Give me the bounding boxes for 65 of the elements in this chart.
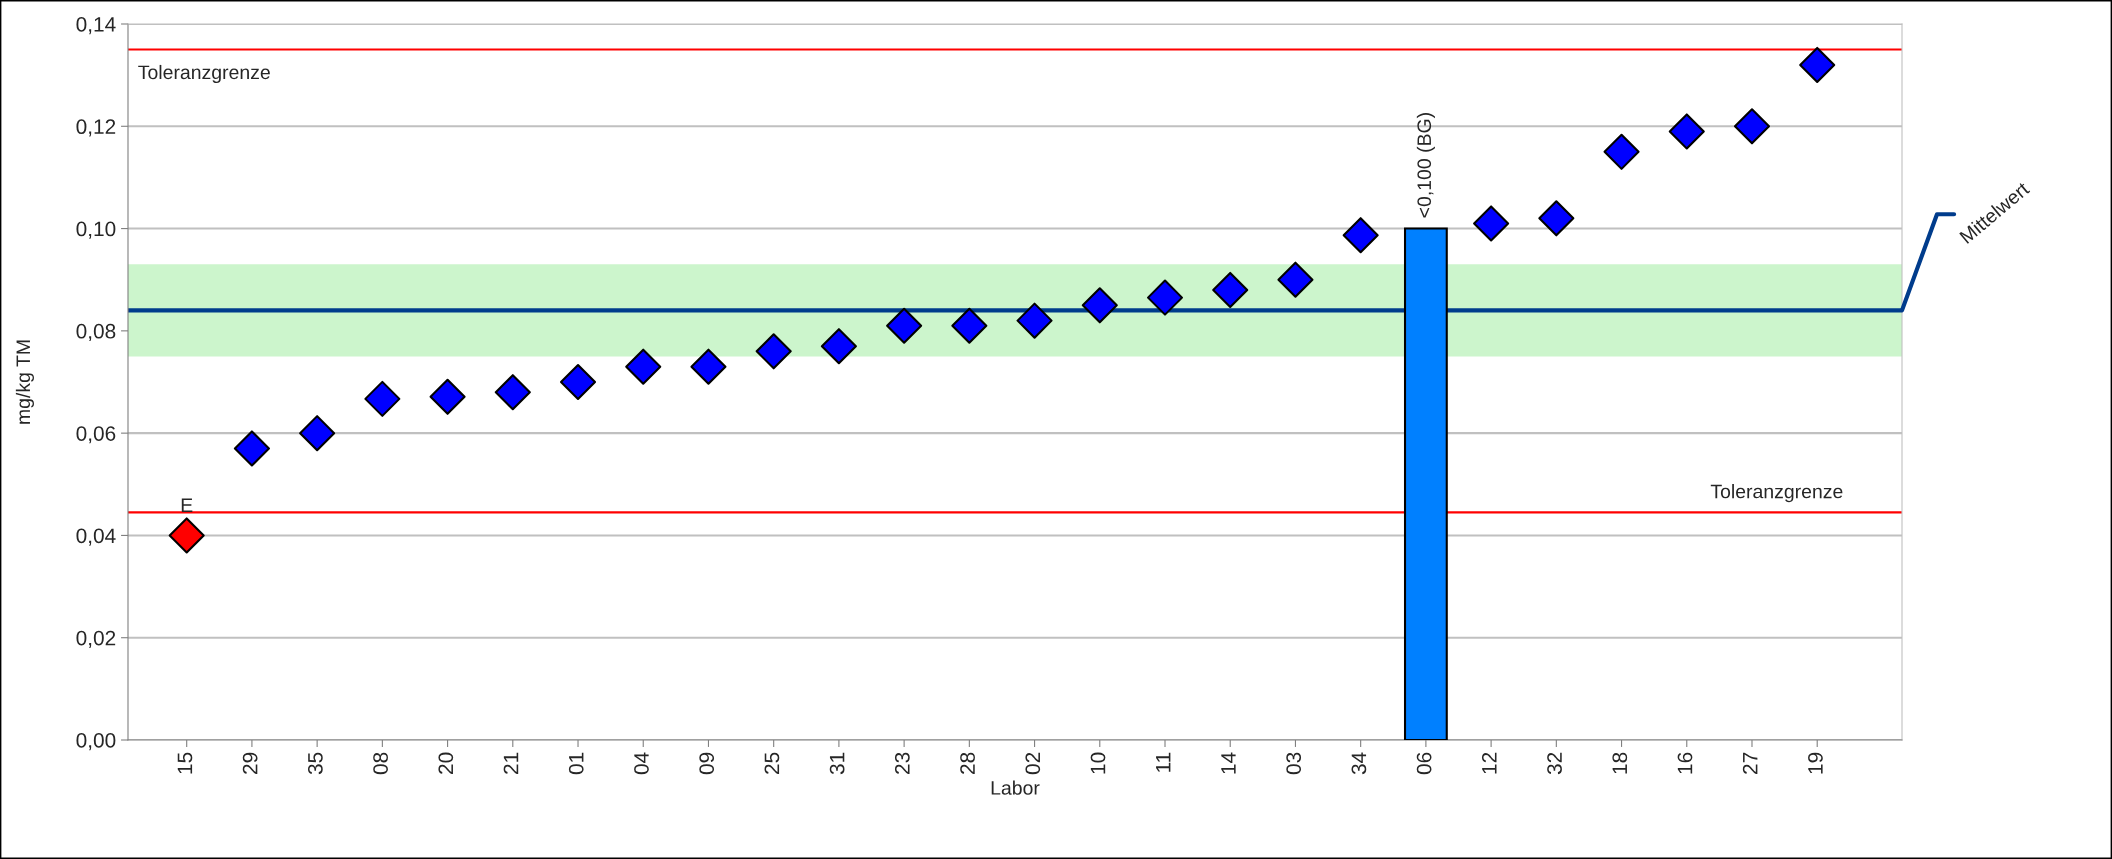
y-tick-label: 0,02 <box>76 630 116 648</box>
x-tick-label: 31 <box>829 752 845 775</box>
point <box>1212 271 1249 308</box>
x-tick-label: 32 <box>1547 752 1562 775</box>
point <box>559 363 597 401</box>
x-tick-label: 10 <box>1090 752 1106 774</box>
annotation: E <box>181 498 193 512</box>
point <box>1081 287 1118 324</box>
point <box>1603 133 1640 170</box>
y-tick-label: 0,00 <box>76 733 116 751</box>
point <box>1733 108 1771 145</box>
y-tick-label: 0,10 <box>76 221 116 239</box>
ref-line-label: Toleranzgrenze <box>1710 484 1843 503</box>
y-axis-title: mg/kg TM <box>15 340 34 424</box>
y-tick-label: 0,04 <box>76 528 116 546</box>
x-tick-label: 27 <box>1742 752 1758 774</box>
point <box>168 517 205 554</box>
point <box>1342 217 1379 254</box>
x-tick-label: 23 <box>894 752 910 774</box>
y-tick-label: 0,12 <box>76 119 116 137</box>
point <box>1146 279 1184 316</box>
data-label: <0,100 (BG) <box>1416 113 1435 218</box>
point <box>1016 302 1053 339</box>
x-tick-label: 18 <box>1612 752 1628 774</box>
x-tick-label: 09 <box>699 752 715 775</box>
x-tick-label: 12 <box>1481 752 1497 774</box>
x-tick-label: 03 <box>1286 752 1302 775</box>
point <box>1668 113 1705 150</box>
x-tick-label: 19 <box>1808 752 1823 774</box>
x-tick-label: 21 <box>503 752 519 774</box>
x-axis-title: Labor <box>991 780 1040 795</box>
point <box>951 307 988 344</box>
x-tick-label: 15 <box>177 752 193 774</box>
point <box>1473 205 1510 242</box>
point <box>820 328 857 365</box>
x-tick-label: 29 <box>242 752 258 774</box>
x-tick-label: 14 <box>1221 752 1236 774</box>
x-tick-label: 01 <box>568 752 584 775</box>
x-tick-label: 08 <box>373 752 388 775</box>
point <box>690 348 727 385</box>
ref-line-label: Toleranzgrenze <box>138 64 270 84</box>
x-tick-label: 06 <box>1416 752 1432 775</box>
point <box>233 430 270 467</box>
y-tick-label: 0,14 <box>76 17 116 35</box>
point <box>1277 261 1314 298</box>
point <box>755 333 792 370</box>
point <box>1538 200 1575 237</box>
point <box>299 415 336 452</box>
x-tick-label: 28 <box>960 752 975 774</box>
point <box>886 307 923 344</box>
point <box>1799 46 1836 83</box>
x-tick-label: 11 <box>1156 752 1171 772</box>
point <box>494 374 531 411</box>
point <box>429 378 466 415</box>
point <box>625 348 662 385</box>
point <box>364 380 401 417</box>
x-tick-label: 16 <box>1677 752 1693 774</box>
y-tick-label: 0,08 <box>76 323 116 342</box>
x-tick-label: 20 <box>438 752 454 774</box>
x-tick-label: 02 <box>1025 752 1041 775</box>
x-tick-label: 34 <box>1351 752 1367 775</box>
y-tick-label: 0,06 <box>76 426 116 444</box>
x-tick-label: 25 <box>764 752 780 774</box>
x-tick-label: 04 <box>634 752 649 775</box>
x-tick-label: 35 <box>307 752 323 775</box>
